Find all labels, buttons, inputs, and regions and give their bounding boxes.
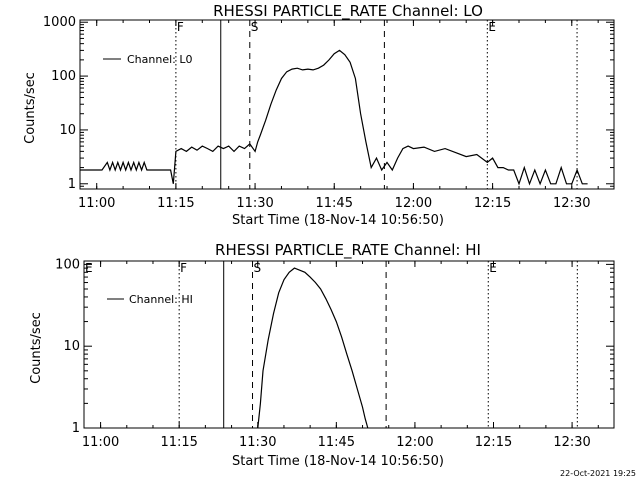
- x-tick-label-lo: 11:15: [157, 196, 194, 211]
- panel-hi: RHESSI PARTICLE_RATE Channel: HI Start T…: [29, 241, 615, 469]
- x-tick-label-hi: 12:00: [396, 435, 433, 450]
- y-tick-label-lo: 100: [51, 69, 76, 84]
- y-tick-label-hi: 1: [72, 421, 80, 436]
- y-axis-label-lo: Counts/sec: [23, 72, 38, 144]
- x-tick-label-hi: 12:30: [553, 435, 590, 450]
- y-tick-label-lo: 1: [68, 177, 76, 192]
- legend-entry-hi: Channel: HI: [129, 293, 193, 306]
- x-tick-label-lo: 11:00: [78, 196, 115, 211]
- date-stamp: 22-Oct-2021 19:25: [560, 469, 636, 478]
- x-tick-label-lo: 11:30: [236, 196, 273, 211]
- chart-title-hi: RHESSI PARTICLE_RATE Channel: HI: [215, 241, 481, 260]
- event-marker-label-lo: E: [488, 20, 496, 34]
- event-marker-label-hi: E: [489, 261, 497, 275]
- event-marker-label-lo: S: [251, 20, 259, 34]
- y-tick-label-hi: 100: [55, 257, 80, 272]
- y-tick-label-lo: 1000: [43, 15, 76, 30]
- event-marker-label-hi: S: [254, 261, 262, 275]
- y-tick-label-hi: 10: [63, 339, 80, 354]
- x-tick-label-hi: 12:15: [475, 435, 512, 450]
- x-tick-label-lo: 11:45: [316, 196, 353, 211]
- series-line-hi: [257, 267, 369, 429]
- x-tick-label-lo: 12:30: [553, 196, 590, 211]
- plot-frame-hi: [83, 260, 615, 429]
- event-marker-label-lo: F: [177, 20, 184, 34]
- x-tick-label-lo: 12:00: [395, 196, 432, 211]
- x-tick-label-hi: 11:00: [82, 435, 119, 450]
- x-axis-label-lo: Start Time (18-Nov-14 10:56:50): [232, 213, 444, 228]
- x-axis-label-hi: Start Time (18-Nov-14 10:56:50): [232, 454, 444, 469]
- y-tick-label-lo: 10: [59, 123, 76, 138]
- x-tick-label-hi: 11:45: [318, 435, 355, 450]
- x-tick-label-hi: 11:30: [239, 435, 276, 450]
- event-marker-label-hi: E: [85, 261, 93, 275]
- y-axis-label-hi: Counts/sec: [29, 312, 44, 384]
- series-line-lo: [80, 49, 588, 186]
- panel-lo: RHESSI PARTICLE_RATE Channel: LO Start T…: [23, 2, 615, 228]
- event-marker-label-hi: F: [180, 261, 187, 275]
- x-tick-label-lo: 12:15: [474, 196, 511, 211]
- x-tick-label-hi: 11:15: [160, 435, 197, 450]
- legend-hi: Channel: HI: [107, 293, 193, 306]
- legend-entry-lo: Channel: L0: [127, 53, 193, 66]
- chart-title-lo: RHESSI PARTICLE_RATE Channel: LO: [213, 2, 483, 21]
